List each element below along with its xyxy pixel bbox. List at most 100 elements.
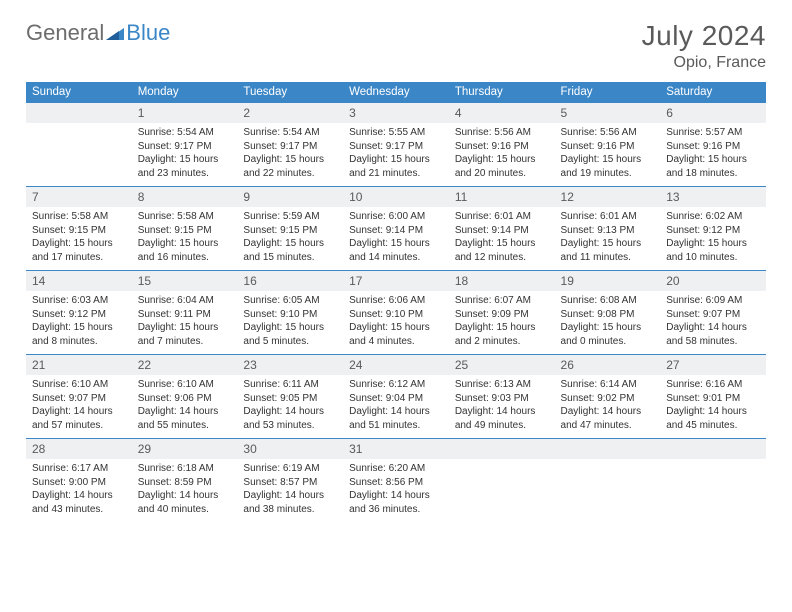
daylight-line: Daylight: 15 hours and 21 minutes.: [349, 153, 443, 180]
sunrise-line: Sunrise: 6:03 AM: [32, 294, 126, 308]
weekday-header: Thursday: [449, 82, 555, 103]
day-content-cell: [660, 459, 766, 522]
day-number-cell: 17: [343, 271, 449, 292]
day-number-cell: 5: [555, 103, 661, 124]
sunrise-line: Sunrise: 5:59 AM: [243, 210, 337, 224]
day-number-cell: 16: [237, 271, 343, 292]
day-content-cell: [449, 459, 555, 522]
day-number-cell: 26: [555, 355, 661, 376]
logo: General Blue: [26, 20, 170, 46]
daylight-line: Daylight: 15 hours and 22 minutes.: [243, 153, 337, 180]
sunrise-line: Sunrise: 6:00 AM: [349, 210, 443, 224]
day-content-cell: Sunrise: 5:56 AMSunset: 9:16 PMDaylight:…: [449, 123, 555, 187]
sunrise-line: Sunrise: 5:58 AM: [32, 210, 126, 224]
day-number-cell: 21: [26, 355, 132, 376]
weekday-header: Monday: [132, 82, 238, 103]
daylight-line: Daylight: 15 hours and 17 minutes.: [32, 237, 126, 264]
sunrise-line: Sunrise: 6:01 AM: [455, 210, 549, 224]
content-row: Sunrise: 6:17 AMSunset: 9:00 PMDaylight:…: [26, 459, 766, 522]
sunrise-line: Sunrise: 6:08 AM: [561, 294, 655, 308]
daylight-line: Daylight: 14 hours and 47 minutes.: [561, 405, 655, 432]
sunrise-line: Sunrise: 6:01 AM: [561, 210, 655, 224]
logo-text-general: General: [26, 20, 104, 46]
month-title: July 2024: [642, 20, 766, 52]
day-number-cell: 25: [449, 355, 555, 376]
sunset-line: Sunset: 8:59 PM: [138, 476, 232, 490]
sunset-line: Sunset: 9:09 PM: [455, 308, 549, 322]
day-number-cell: 9: [237, 187, 343, 208]
day-content-cell: Sunrise: 5:54 AMSunset: 9:17 PMDaylight:…: [237, 123, 343, 187]
day-number-cell: 19: [555, 271, 661, 292]
sunrise-line: Sunrise: 6:10 AM: [32, 378, 126, 392]
calendar-table: Sunday Monday Tuesday Wednesday Thursday…: [26, 82, 766, 522]
weekday-header: Wednesday: [343, 82, 449, 103]
day-number-cell: 15: [132, 271, 238, 292]
daylight-line: Daylight: 15 hours and 11 minutes.: [561, 237, 655, 264]
day-number-cell: 27: [660, 355, 766, 376]
daylight-line: Daylight: 14 hours and 53 minutes.: [243, 405, 337, 432]
day-number-cell: 31: [343, 439, 449, 460]
weekday-header: Sunday: [26, 82, 132, 103]
daylight-line: Daylight: 14 hours and 55 minutes.: [138, 405, 232, 432]
day-number-cell: 20: [660, 271, 766, 292]
day-content-cell: [26, 123, 132, 187]
sunset-line: Sunset: 9:16 PM: [455, 140, 549, 154]
sunrise-line: Sunrise: 5:57 AM: [666, 126, 760, 140]
content-row: Sunrise: 6:10 AMSunset: 9:07 PMDaylight:…: [26, 375, 766, 439]
location-label: Opio, France: [642, 54, 766, 72]
sunrise-line: Sunrise: 5:54 AM: [138, 126, 232, 140]
sunset-line: Sunset: 9:15 PM: [243, 224, 337, 238]
day-number-cell: 18: [449, 271, 555, 292]
daylight-line: Daylight: 15 hours and 15 minutes.: [243, 237, 337, 264]
daylight-line: Daylight: 14 hours and 36 minutes.: [349, 489, 443, 516]
sunset-line: Sunset: 9:12 PM: [32, 308, 126, 322]
sunset-line: Sunset: 9:05 PM: [243, 392, 337, 406]
sunset-line: Sunset: 9:00 PM: [32, 476, 126, 490]
day-content-cell: Sunrise: 6:17 AMSunset: 9:00 PMDaylight:…: [26, 459, 132, 522]
sunrise-line: Sunrise: 6:20 AM: [349, 462, 443, 476]
content-row: Sunrise: 6:03 AMSunset: 9:12 PMDaylight:…: [26, 291, 766, 355]
day-content-cell: Sunrise: 6:10 AMSunset: 9:06 PMDaylight:…: [132, 375, 238, 439]
day-content-cell: Sunrise: 6:08 AMSunset: 9:08 PMDaylight:…: [555, 291, 661, 355]
daylight-line: Daylight: 14 hours and 49 minutes.: [455, 405, 549, 432]
sunset-line: Sunset: 9:06 PM: [138, 392, 232, 406]
day-content-cell: Sunrise: 6:09 AMSunset: 9:07 PMDaylight:…: [660, 291, 766, 355]
day-content-cell: Sunrise: 5:56 AMSunset: 9:16 PMDaylight:…: [555, 123, 661, 187]
day-content-cell: Sunrise: 6:00 AMSunset: 9:14 PMDaylight:…: [343, 207, 449, 271]
daylight-line: Daylight: 15 hours and 20 minutes.: [455, 153, 549, 180]
day-number-cell: 4: [449, 103, 555, 124]
day-content-cell: Sunrise: 6:19 AMSunset: 8:57 PMDaylight:…: [237, 459, 343, 522]
sunset-line: Sunset: 9:07 PM: [32, 392, 126, 406]
day-content-cell: [555, 459, 661, 522]
day-content-cell: Sunrise: 6:05 AMSunset: 9:10 PMDaylight:…: [237, 291, 343, 355]
daylight-line: Daylight: 15 hours and 18 minutes.: [666, 153, 760, 180]
day-content-cell: Sunrise: 5:59 AMSunset: 9:15 PMDaylight:…: [237, 207, 343, 271]
sunset-line: Sunset: 9:11 PM: [138, 308, 232, 322]
sunset-line: Sunset: 9:16 PM: [561, 140, 655, 154]
day-number-cell: 22: [132, 355, 238, 376]
day-content-cell: Sunrise: 6:14 AMSunset: 9:02 PMDaylight:…: [555, 375, 661, 439]
daylight-line: Daylight: 15 hours and 14 minutes.: [349, 237, 443, 264]
day-content-cell: Sunrise: 5:57 AMSunset: 9:16 PMDaylight:…: [660, 123, 766, 187]
day-content-cell: Sunrise: 6:20 AMSunset: 8:56 PMDaylight:…: [343, 459, 449, 522]
logo-triangle-icon: [106, 20, 124, 46]
sunset-line: Sunset: 9:12 PM: [666, 224, 760, 238]
sunrise-line: Sunrise: 6:18 AM: [138, 462, 232, 476]
sunrise-line: Sunrise: 6:04 AM: [138, 294, 232, 308]
daylight-line: Daylight: 15 hours and 8 minutes.: [32, 321, 126, 348]
sunrise-line: Sunrise: 6:10 AM: [138, 378, 232, 392]
daylight-line: Daylight: 14 hours and 40 minutes.: [138, 489, 232, 516]
day-content-cell: Sunrise: 6:01 AMSunset: 9:14 PMDaylight:…: [449, 207, 555, 271]
daylight-line: Daylight: 15 hours and 0 minutes.: [561, 321, 655, 348]
day-number-cell: 24: [343, 355, 449, 376]
sunset-line: Sunset: 9:01 PM: [666, 392, 760, 406]
daynum-row: 123456: [26, 103, 766, 124]
day-content-cell: Sunrise: 6:12 AMSunset: 9:04 PMDaylight:…: [343, 375, 449, 439]
daynum-row: 21222324252627: [26, 355, 766, 376]
day-content-cell: Sunrise: 5:55 AMSunset: 9:17 PMDaylight:…: [343, 123, 449, 187]
sunset-line: Sunset: 9:14 PM: [349, 224, 443, 238]
daylight-line: Daylight: 14 hours and 43 minutes.: [32, 489, 126, 516]
sunrise-line: Sunrise: 6:19 AM: [243, 462, 337, 476]
day-content-cell: Sunrise: 6:01 AMSunset: 9:13 PMDaylight:…: [555, 207, 661, 271]
day-number-cell: 28: [26, 439, 132, 460]
